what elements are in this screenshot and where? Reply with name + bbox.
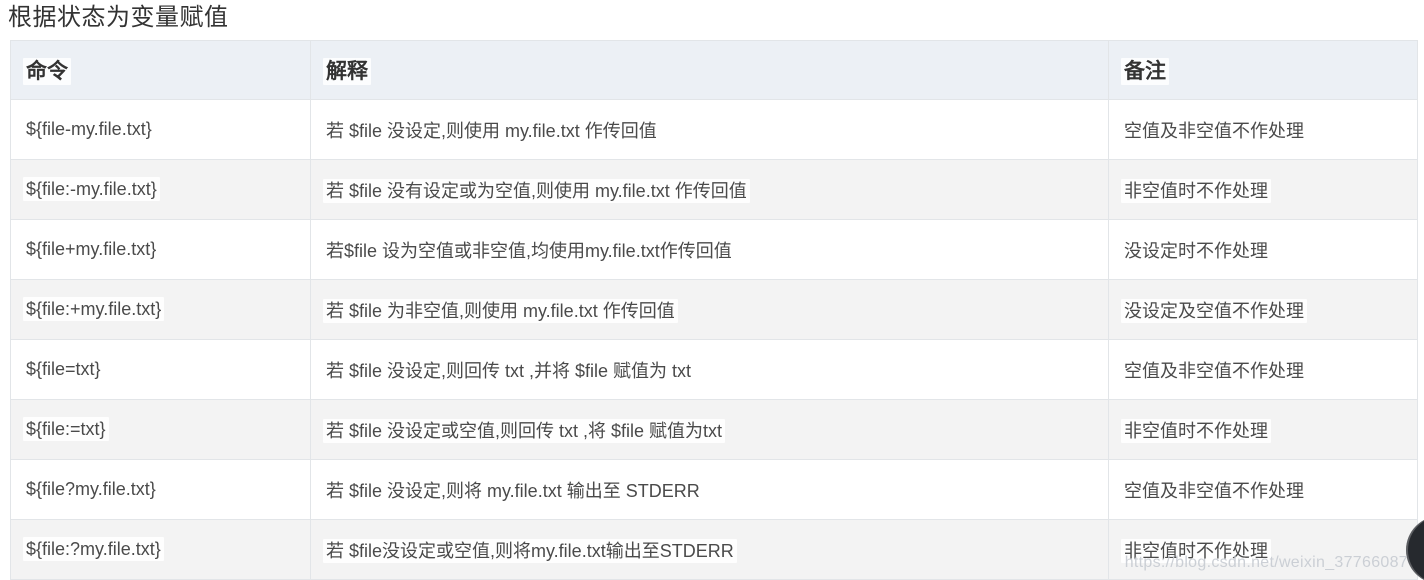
explanation-text: 若 $file 没设定或空值,则回传 txt ,将 $file 赋值为txt (323, 418, 726, 443)
command-cell: ${file-my.file.txt} (10, 99, 311, 160)
remark-cell: 空值及非空值不作处理 (1108, 459, 1418, 520)
table-row: ${file=txt} 若 $file 没设定,则回传 txt ,并将 $fil… (10, 339, 1418, 400)
remark-cell: 没设定时不作处理 (1108, 219, 1418, 280)
header-cell-explanation: 解释 (310, 40, 1109, 100)
command-text: ${file:-my.file.txt} (23, 177, 160, 201)
table-row: ${file-my.file.txt} 若 $file 没设定,则使用 my.f… (10, 99, 1418, 160)
remark-text: 空值及非空值不作处理 (1121, 478, 1307, 503)
explanation-cell: 若 $file 为非空值,则使用 my.file.txt 作传回值 (310, 279, 1109, 340)
header-cell-command: 命令 (10, 40, 311, 100)
remark-text: 非空值时不作处理 (1121, 418, 1271, 443)
remark-cell: 非空值时不作处理 (1108, 519, 1418, 580)
explanation-cell: 若 $file 没设定,则将 my.file.txt 输出至 STDERR (310, 459, 1109, 520)
command-cell: ${file:?my.file.txt} (10, 519, 311, 580)
header-label: 解释 (323, 58, 371, 85)
explanation-text: 若 $file 没设定,则将 my.file.txt 输出至 STDERR (323, 478, 703, 503)
command-cell: ${file:-my.file.txt} (10, 159, 311, 220)
header-label: 命令 (23, 58, 71, 85)
command-text: ${file=txt} (23, 357, 104, 381)
explanation-cell: 若 $file 没设定或空值,则回传 txt ,将 $file 赋值为txt (310, 399, 1109, 460)
explanation-cell: 若 $file 没设定,则回传 txt ,并将 $file 赋值为 txt (310, 339, 1109, 400)
explanation-text: 若 $file 没设定,则使用 my.file.txt 作传回值 (323, 118, 660, 143)
remark-cell: 非空值时不作处理 (1108, 399, 1418, 460)
command-text: ${file?my.file.txt} (23, 477, 159, 501)
command-text: ${file+my.file.txt} (23, 237, 160, 261)
explanation-cell: 若 $file没设定或空值,则将my.file.txt输出至STDERR (310, 519, 1109, 580)
remark-cell: 非空值时不作处理 (1108, 159, 1418, 220)
explanation-text: 若 $file 没有设定或为空值,则使用 my.file.txt 作传回值 (323, 178, 750, 203)
table-row: ${file+my.file.txt} 若$file 设为空值或非空值,均使用m… (10, 219, 1418, 280)
remark-cell: 空值及非空值不作处理 (1108, 339, 1418, 400)
table-row: ${file:-my.file.txt} 若 $file 没有设定或为空值,则使… (10, 159, 1418, 220)
remark-cell: 没设定及空值不作处理 (1108, 279, 1418, 340)
remark-text: 空值及非空值不作处理 (1121, 358, 1307, 383)
remark-text: 没设定及空值不作处理 (1121, 298, 1307, 323)
command-cell: ${file+my.file.txt} (10, 219, 311, 280)
explanation-text: 若 $file 为非空值,则使用 my.file.txt 作传回值 (323, 298, 678, 323)
table-row: ${file:?my.file.txt} 若 $file没设定或空值,则将my.… (10, 519, 1418, 580)
remark-text: 空值及非空值不作处理 (1121, 118, 1307, 143)
explanation-cell: 若$file 设为空值或非空值,均使用my.file.txt作传回值 (310, 219, 1109, 280)
table-header-row: 命令 解释 备注 (10, 40, 1418, 100)
command-text: ${file:=txt} (23, 417, 109, 441)
command-cell: ${file:=txt} (10, 399, 311, 460)
page-title: 根据状态为变量赋值 (8, 4, 229, 31)
explanation-cell: 若 $file 没设定,则使用 my.file.txt 作传回值 (310, 99, 1109, 160)
header-cell-remark: 备注 (1108, 40, 1418, 100)
table-row: ${file:+my.file.txt} 若 $file 为非空值,则使用 my… (10, 279, 1418, 340)
remark-text: 没设定时不作处理 (1121, 238, 1271, 263)
command-text: ${file:+my.file.txt} (23, 297, 165, 321)
table-row: ${file:=txt} 若 $file 没设定或空值,则回传 txt ,将 $… (10, 399, 1418, 460)
variable-assignment-table: 命令 解释 备注 ${file-my.file.txt} 若 $file 没设定… (10, 40, 1418, 580)
command-cell: ${file?my.file.txt} (10, 459, 311, 520)
header-label: 备注 (1121, 58, 1169, 85)
table-row: ${file?my.file.txt} 若 $file 没设定,则将 my.fi… (10, 459, 1418, 520)
explanation-text: 若 $file没设定或空值,则将my.file.txt输出至STDERR (323, 538, 737, 563)
command-cell: ${file=txt} (10, 339, 311, 400)
explanation-cell: 若 $file 没有设定或为空值,则使用 my.file.txt 作传回值 (310, 159, 1109, 220)
explanation-text: 若$file 设为空值或非空值,均使用my.file.txt作传回值 (323, 238, 735, 263)
remark-text: 非空值时不作处理 (1121, 178, 1271, 203)
command-text: ${file:?my.file.txt} (23, 537, 164, 561)
explanation-text: 若 $file 没设定,则回传 txt ,并将 $file 赋值为 txt (323, 358, 695, 383)
command-text: ${file-my.file.txt} (23, 117, 155, 141)
remark-cell: 空值及非空值不作处理 (1108, 99, 1418, 160)
command-cell: ${file:+my.file.txt} (10, 279, 311, 340)
csdn-logo-circle (1406, 516, 1424, 580)
remark-text: 非空值时不作处理 (1121, 538, 1271, 563)
